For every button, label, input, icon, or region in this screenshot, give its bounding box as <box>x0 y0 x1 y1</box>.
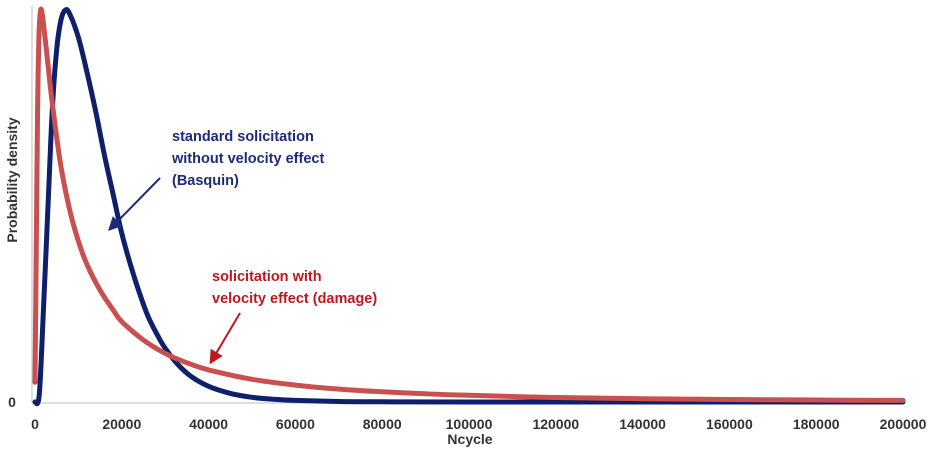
x-tick-labels: 0 20000 40000 60000 80000 100000 120000 140000 1… <box>31 416 926 432</box>
x-tick-label: 80000 <box>363 416 402 432</box>
x-tick-label: 100000 <box>446 416 493 432</box>
y-tick-label-0: 0 <box>8 394 16 410</box>
x-tick-label: 180000 <box>793 416 840 432</box>
y-axis-title: Probability density <box>4 117 20 242</box>
annotation-damage-line-1: solicitation with <box>212 269 322 285</box>
annotation-basquin-line-1: standard solicitation <box>172 129 314 145</box>
annotation-damage-line-2: velocity effect (damage) <box>212 291 377 307</box>
x-tick-label: 0 <box>31 416 39 432</box>
annotation-damage-arrow <box>209 312 241 365</box>
annotation-basquin-line-2: without velocity effect <box>171 151 324 167</box>
annotation-basquin-line-3: (Basquin) <box>172 173 239 189</box>
series-layer <box>32 6 906 407</box>
annotation-basquin-arrow <box>108 177 161 231</box>
annotation-damage: solicitation with velocity effect (damag… <box>212 269 377 307</box>
x-tick-label: 200000 <box>880 416 927 432</box>
series-line-damage <box>32 6 906 403</box>
x-axis-title: Ncycle <box>447 431 492 447</box>
x-tick-label: 40000 <box>189 416 228 432</box>
annotation-basquin: standard solicitation without velocity e… <box>171 129 328 189</box>
x-tick-label: 120000 <box>532 416 579 432</box>
series-line-basquin <box>32 7 906 407</box>
x-tick-label: 60000 <box>276 416 315 432</box>
x-tick-label: 160000 <box>706 416 753 432</box>
x-tick-label: 140000 <box>619 416 666 432</box>
x-tick-label: 20000 <box>102 416 141 432</box>
